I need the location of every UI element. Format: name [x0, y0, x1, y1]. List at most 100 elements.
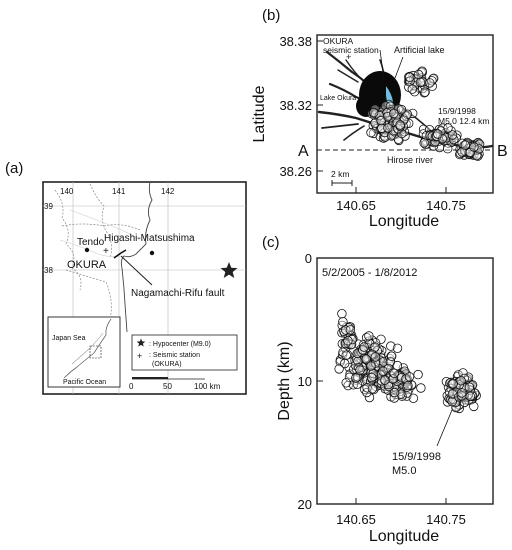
event-circle [425, 78, 435, 88]
legend-star-icon [136, 338, 146, 347]
artificial-lake-label: Artificial lake [394, 45, 445, 55]
depth-axis-label: Depth (km) [276, 341, 293, 420]
event-circle [403, 380, 413, 391]
event-date-label: 15/9/1998 [392, 451, 441, 463]
okura-station-cross: + [346, 52, 351, 62]
higashi-matsushima-label: Higashi-Matsushima [104, 233, 195, 244]
artificial-lake-body [356, 95, 376, 117]
event-circle [460, 140, 470, 150]
event-circle [402, 382, 412, 392]
event-circle [369, 107, 379, 118]
scale-label: 2 km [331, 169, 349, 179]
event-circle [355, 365, 365, 375]
japan-sea-label: Japan Sea [52, 335, 86, 342]
prefecture-border [65, 269, 112, 321]
inset-coastline [71, 332, 104, 365]
station-label: OKURA [323, 36, 354, 46]
okura-label: OKURA [67, 259, 107, 271]
scale-fifty: 50 [163, 382, 172, 391]
river-line [337, 69, 359, 83]
event-circle [395, 120, 405, 130]
event-circle [405, 72, 415, 83]
depth-section: 0 10 20 140.65 140.75 Longitude Depth (k… [276, 251, 494, 545]
event-circle [366, 361, 376, 371]
event-circle [380, 375, 390, 385]
event-circle [443, 143, 453, 154]
xtick-140-65: 140.65 [336, 198, 376, 213]
event-circle [338, 317, 348, 327]
location-map: 140 141 142 39 38 Tendo + Higashi-Matsus… [42, 181, 247, 395]
depth-tick-0: 0 [305, 251, 312, 266]
profile-point-b: B [497, 143, 508, 160]
event-circle [334, 364, 344, 374]
scale-zero: 0 [129, 382, 134, 391]
event-circle [370, 342, 380, 352]
lon-tick-142: 142 [161, 187, 175, 196]
event-circle [464, 382, 475, 392]
event-circle [404, 372, 415, 382]
station-label-2: seismic station [323, 45, 379, 55]
event-circle [457, 388, 467, 398]
event-circle [378, 357, 389, 367]
event-circle [408, 393, 419, 404]
observation-period: 5/2/2005 - 1/8/2012 [322, 267, 417, 279]
event-date-label: 15/9/1998 [438, 106, 476, 116]
hypocenter-star-icon [220, 262, 238, 278]
hypocenter-circles [334, 309, 481, 414]
lake-okura-label: Lake Okura [320, 95, 356, 102]
event-circle [474, 139, 485, 149]
xtick-140-65: 140.65 [336, 512, 376, 527]
profile-point-a: A [298, 143, 309, 160]
legend-hypocenter-label: : Hypocenter (M9.0) [149, 341, 211, 348]
scale-hundred: 100 km [194, 382, 221, 391]
event-circle [366, 127, 376, 138]
event-circle [367, 372, 377, 383]
depth-tick-10: 10 [298, 374, 312, 389]
ytick-38-38: 38.38 [279, 34, 312, 49]
river-line [321, 123, 359, 129]
event-circle [345, 325, 356, 335]
event-circle [367, 384, 378, 394]
event-circle [469, 401, 479, 412]
event-circle [456, 376, 466, 386]
lat-tick-39: 39 [44, 202, 53, 211]
panel-label-c: (c) [262, 234, 280, 251]
event-circle [407, 84, 418, 94]
river-line [69, 209, 141, 241]
event-circle [351, 373, 361, 383]
lon-tick-141: 141 [112, 187, 126, 196]
station-pointer [379, 49, 385, 81]
event-circle [420, 87, 430, 97]
event-circle [389, 368, 399, 379]
event-circle [387, 351, 397, 361]
map-legend [131, 334, 238, 371]
event-circle [393, 134, 404, 144]
xtick-140-75: 140.75 [426, 198, 466, 213]
event-circle [415, 77, 426, 88]
event-circle [389, 393, 400, 403]
event-circle [447, 130, 458, 140]
event-circle [437, 134, 448, 144]
legend-cross-icon: + [137, 351, 142, 361]
okura-station-cross: + [103, 246, 109, 257]
event-circle [376, 334, 386, 345]
x-axis-label: Longitude [369, 528, 439, 545]
event-circle [430, 136, 441, 147]
lake-pointer [394, 56, 404, 79]
panel-label-b: (b) [262, 7, 280, 24]
depth-tick-20: 20 [298, 497, 312, 512]
event-circle [364, 331, 374, 341]
tendo-label: Tendo [77, 237, 105, 248]
legend-station-label: : Seismic station [149, 352, 200, 359]
event-circle [337, 309, 347, 319]
event-circle [448, 379, 458, 389]
event-circle [389, 387, 400, 398]
event-circle [382, 108, 392, 118]
event-circle [374, 110, 385, 121]
inset-study-area-box [89, 345, 102, 359]
legend-station-name: (OKURA) [152, 361, 182, 368]
event-mag-label: M5.0 [392, 465, 416, 477]
event-mag-depth-label: M5.0 12.4 km [438, 116, 490, 126]
event-circle [378, 366, 388, 377]
panel-label-a: (a) [5, 160, 23, 177]
